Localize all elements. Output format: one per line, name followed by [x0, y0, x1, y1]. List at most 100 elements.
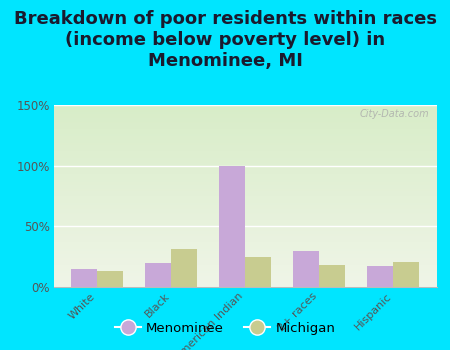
Bar: [54, 112, 436, 114]
Bar: [54, 190, 436, 192]
Bar: [54, 120, 436, 121]
Bar: [54, 281, 436, 284]
Bar: [54, 234, 436, 236]
Bar: [54, 229, 436, 231]
Bar: [54, 167, 436, 169]
Bar: [54, 169, 436, 170]
Bar: [54, 276, 436, 278]
Bar: [54, 280, 436, 281]
Bar: [54, 236, 436, 238]
Legend: Menominee, Michigan: Menominee, Michigan: [109, 316, 341, 340]
Bar: [54, 261, 436, 263]
Bar: [54, 138, 436, 140]
Bar: [54, 267, 436, 269]
Bar: [54, 225, 436, 227]
Bar: [54, 172, 436, 174]
Bar: [54, 202, 436, 203]
Bar: [367, 266, 393, 287]
Bar: [54, 218, 436, 220]
Bar: [54, 174, 436, 176]
Bar: [54, 108, 436, 111]
Bar: [54, 222, 436, 223]
Bar: [54, 189, 436, 190]
Bar: [54, 196, 436, 198]
Bar: [54, 241, 436, 243]
Bar: [319, 265, 345, 287]
Bar: [54, 238, 436, 240]
Bar: [97, 271, 123, 287]
Bar: [54, 158, 436, 160]
Bar: [54, 132, 436, 134]
Bar: [54, 284, 436, 285]
Bar: [54, 123, 436, 125]
Bar: [54, 205, 436, 207]
Bar: [54, 272, 436, 274]
Bar: [54, 183, 436, 185]
Bar: [54, 121, 436, 123]
Bar: [54, 141, 436, 143]
Bar: [54, 194, 436, 196]
Bar: [145, 263, 171, 287]
Bar: [54, 254, 436, 256]
Bar: [54, 209, 436, 211]
Bar: [54, 216, 436, 218]
Bar: [72, 269, 97, 287]
Bar: [54, 231, 436, 232]
Bar: [54, 170, 436, 172]
Bar: [219, 166, 245, 287]
Bar: [54, 240, 436, 242]
Bar: [54, 134, 436, 136]
Bar: [54, 176, 436, 178]
Bar: [54, 180, 436, 181]
Bar: [54, 274, 436, 276]
Bar: [54, 152, 436, 154]
Bar: [54, 131, 436, 132]
Bar: [54, 214, 436, 216]
Bar: [54, 271, 436, 272]
Bar: [54, 143, 436, 145]
Bar: [54, 114, 436, 116]
Bar: [54, 269, 436, 271]
Bar: [54, 232, 436, 234]
Bar: [54, 127, 436, 129]
Bar: [54, 263, 436, 265]
Bar: [54, 198, 436, 199]
Bar: [54, 140, 436, 141]
Bar: [54, 252, 436, 254]
Bar: [54, 165, 436, 167]
Bar: [54, 105, 436, 107]
Bar: [54, 220, 436, 222]
Bar: [54, 247, 436, 249]
Bar: [54, 223, 436, 225]
Bar: [54, 207, 436, 209]
Bar: [54, 145, 436, 147]
Bar: [54, 181, 436, 183]
Bar: [54, 285, 436, 287]
Bar: [54, 211, 436, 212]
Bar: [54, 116, 436, 118]
Bar: [54, 136, 436, 138]
Bar: [54, 111, 436, 112]
Bar: [54, 245, 436, 247]
Bar: [54, 260, 436, 261]
Bar: [54, 156, 436, 158]
Bar: [54, 160, 436, 161]
Bar: [54, 243, 436, 245]
Bar: [54, 149, 436, 150]
Bar: [293, 251, 319, 287]
Bar: [54, 203, 436, 205]
Bar: [54, 193, 436, 194]
Bar: [54, 227, 436, 229]
Bar: [54, 258, 436, 260]
Bar: [54, 129, 436, 131]
Bar: [393, 261, 419, 287]
Bar: [54, 251, 436, 252]
Bar: [54, 212, 436, 214]
Bar: [54, 150, 436, 152]
Bar: [54, 118, 436, 120]
Bar: [54, 278, 436, 280]
Text: City-Data.com: City-Data.com: [359, 108, 429, 119]
Bar: [54, 256, 436, 258]
Bar: [54, 185, 436, 187]
Bar: [54, 125, 436, 127]
